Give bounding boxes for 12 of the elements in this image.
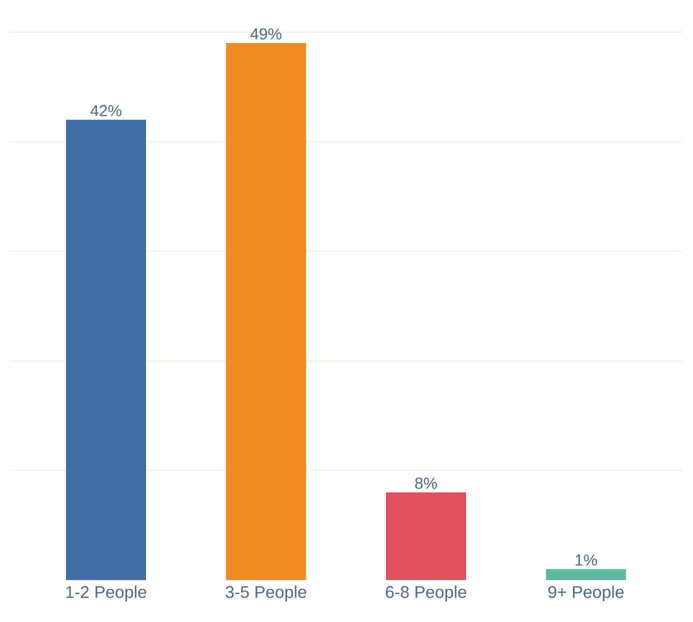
bar bbox=[66, 120, 146, 580]
data-label: 49% bbox=[250, 28, 282, 40]
bar bbox=[386, 492, 466, 580]
bar bbox=[226, 43, 306, 580]
data-label: 8% bbox=[415, 478, 437, 489]
x-tick-label: 1-2 People bbox=[66, 586, 146, 602]
bar bbox=[546, 569, 626, 580]
data-label: 1% bbox=[576, 554, 597, 566]
x-tick-label: 9+ People bbox=[548, 586, 624, 602]
x-tick-label: 6-8 People bbox=[386, 586, 466, 602]
x-tick-label: 3-5 People bbox=[226, 586, 306, 602]
data-label: 42% bbox=[90, 104, 122, 116]
